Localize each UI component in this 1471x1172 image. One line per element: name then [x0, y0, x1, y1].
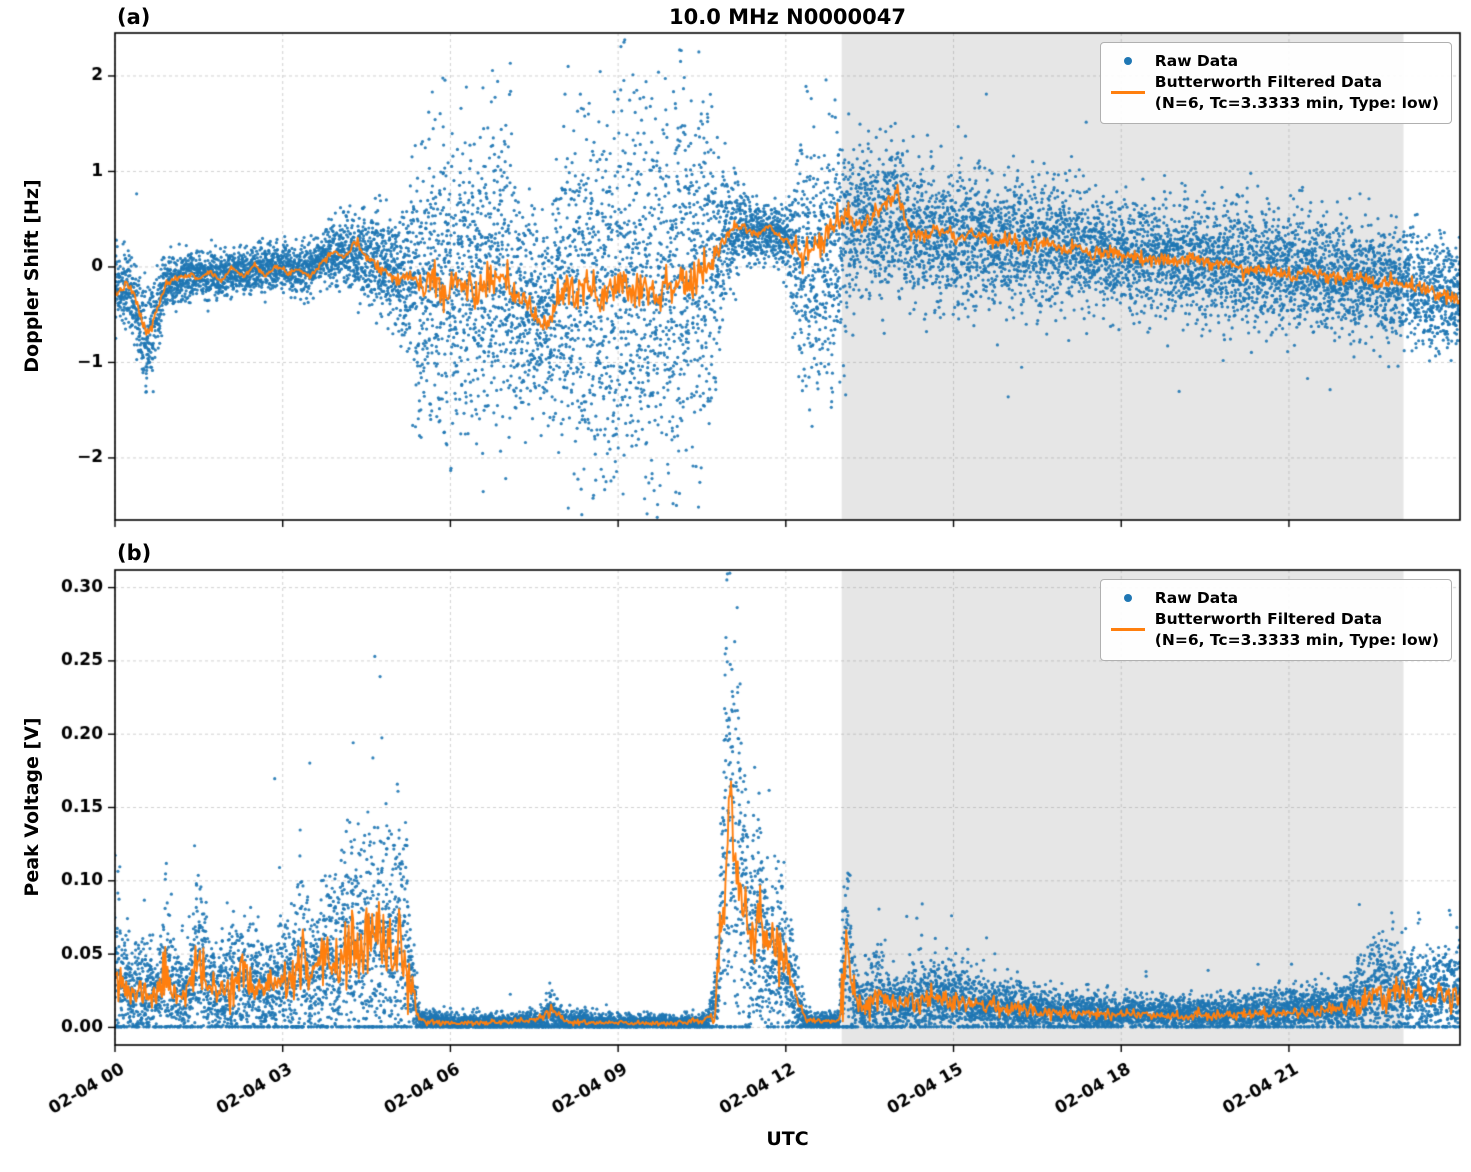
- panel-b-label: (b): [117, 541, 152, 565]
- legend-filtered-entry: Butterworth Filtered Data (N=6, Tc=3.333…: [1109, 72, 1439, 114]
- raw-data-dot-icon: [1109, 594, 1147, 602]
- legend-raw-entry: Raw Data: [1109, 589, 1439, 607]
- y-axis-label-doppler-shift: Doppler Shift [Hz]: [21, 179, 43, 373]
- x-axis-label-utc: UTC: [766, 1128, 809, 1150]
- raw-data-dot-icon: [1109, 57, 1147, 65]
- legend-filtered-label: Butterworth Filtered Data: [1154, 610, 1383, 628]
- filtered-line-icon: [1109, 628, 1147, 632]
- legend-filtered-label: Butterworth Filtered Data: [1154, 73, 1383, 91]
- panel-a-label: (a): [117, 5, 151, 29]
- legend-filtered-sublabel: (N=6, Tc=3.3333 min, Type: low): [1154, 630, 1439, 649]
- filtered-line-icon: [1109, 91, 1147, 95]
- legend-filtered-sublabel: (N=6, Tc=3.3333 min, Type: low): [1154, 93, 1439, 112]
- legend-panel-a: Raw Data Butterworth Filtered Data (N=6,…: [1099, 42, 1452, 124]
- legend-panel-b: Raw Data Butterworth Filtered Data (N=6,…: [1099, 579, 1452, 661]
- legend-raw-label: Raw Data: [1154, 589, 1239, 607]
- y-axis-label-peak-voltage: Peak Voltage [V]: [21, 717, 43, 897]
- chart-title: 10.0 MHz N0000047: [669, 5, 906, 29]
- legend-filtered-entry: Butterworth Filtered Data (N=6, Tc=3.333…: [1109, 609, 1439, 651]
- legend-raw-entry: Raw Data: [1109, 52, 1439, 70]
- legend-raw-label: Raw Data: [1154, 52, 1239, 70]
